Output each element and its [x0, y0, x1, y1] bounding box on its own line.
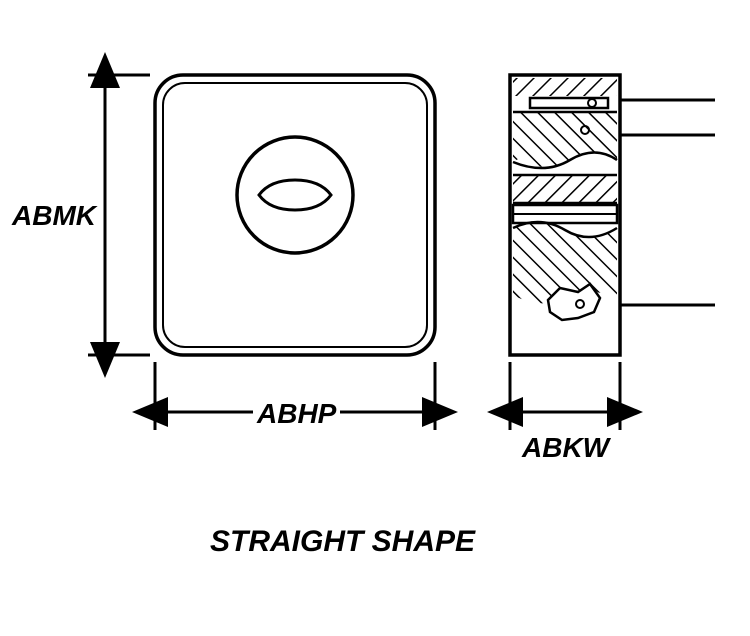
diagram-canvas: ABMK ABHP ABKW STRAIGHT SHAPE [0, 0, 750, 636]
label-height: ABMK [12, 200, 96, 232]
dimension-height [88, 75, 150, 355]
front-view [155, 75, 435, 355]
label-width: ABHP [253, 398, 340, 430]
diagram-title: STRAIGHT SHAPE [210, 525, 475, 559]
side-view [510, 75, 715, 355]
label-depth: ABKW [522, 432, 609, 464]
dimension-depth [510, 362, 620, 430]
